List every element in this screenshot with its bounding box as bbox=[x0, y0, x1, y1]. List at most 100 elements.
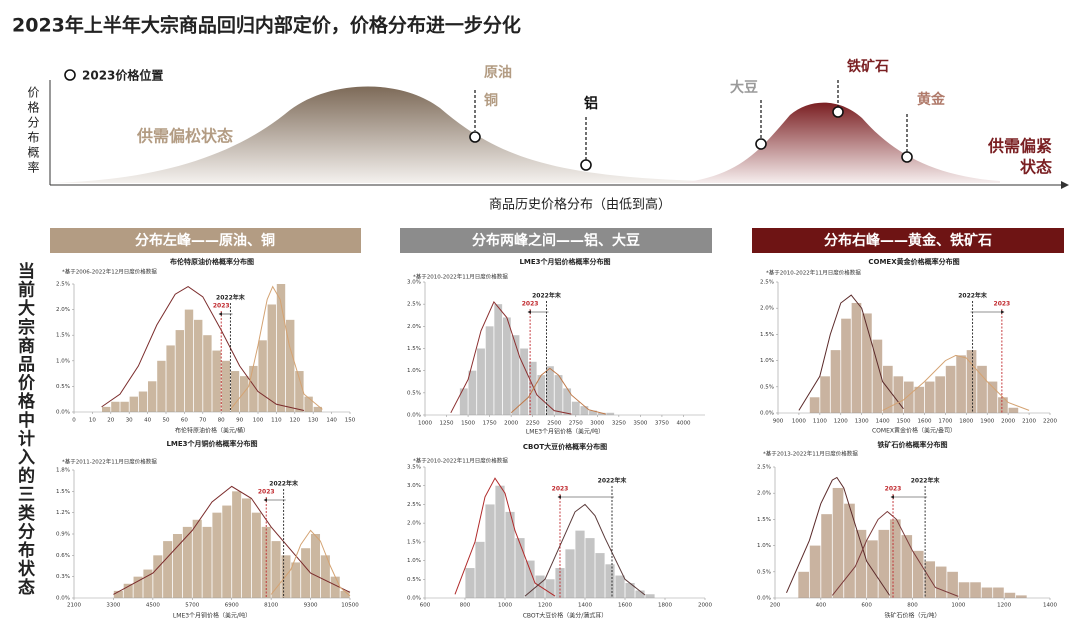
histogram-bar bbox=[606, 412, 615, 415]
histogram-bar bbox=[563, 388, 572, 415]
histogram-bar bbox=[143, 569, 153, 598]
x-tick-label: 0 bbox=[72, 418, 76, 424]
fitted-curve bbox=[230, 285, 323, 410]
y-tick-label: 2.0% bbox=[56, 307, 70, 313]
histogram-bar bbox=[545, 579, 555, 598]
x-tick-label: 2250 bbox=[526, 421, 540, 427]
chart-title: 铁矿石价格概率分布图 bbox=[878, 440, 948, 449]
histogram-bar bbox=[893, 376, 904, 413]
fitted-curve bbox=[798, 294, 904, 411]
price-position bbox=[755, 138, 767, 150]
histogram-bar bbox=[956, 355, 966, 413]
histogram-bar bbox=[901, 535, 913, 598]
marker-label: 2022年末 bbox=[532, 292, 562, 300]
histogram-bar bbox=[878, 529, 890, 598]
histogram-bar bbox=[340, 590, 350, 598]
histogram-bar bbox=[597, 412, 606, 415]
y-tick-label: 3.5% bbox=[407, 465, 421, 471]
x-tick-label: 2100 bbox=[1022, 419, 1036, 425]
histogram-bar bbox=[565, 549, 575, 598]
y-tick-label: 2.0% bbox=[760, 306, 774, 312]
header-text: 分布右峰——黄金、铁矿石 bbox=[824, 232, 992, 249]
x-tick-label: 2100 bbox=[67, 603, 81, 609]
marker-label: 2023 bbox=[522, 301, 539, 308]
histogram-bar bbox=[222, 505, 232, 598]
y-tick-label: 1.2% bbox=[56, 510, 70, 516]
fitted-curve bbox=[270, 529, 351, 597]
x-axis-label: 布伦特原油价格（美元/桶） bbox=[175, 427, 249, 435]
histogram-bar bbox=[281, 555, 291, 598]
histogram-bar bbox=[1016, 595, 1027, 598]
chart-note: *基于2006-2022年12月日度价格数据 bbox=[62, 268, 157, 276]
x-tick-label: 3000 bbox=[590, 421, 604, 427]
histogram-bar bbox=[883, 365, 893, 413]
y-tick-label: 1.5% bbox=[56, 489, 70, 495]
histogram-bar bbox=[310, 534, 321, 598]
marker-label: 2023 bbox=[552, 486, 569, 493]
histogram-bar bbox=[301, 548, 311, 598]
x-tick-label: 100 bbox=[253, 418, 264, 424]
price-position bbox=[469, 131, 481, 143]
page-title: 2023年上半年大宗商品回归内部定价，价格分布进一步分化 bbox=[12, 14, 521, 37]
header-text: 分布左峰——原油、铜 bbox=[135, 232, 275, 249]
marker-label: 2022年末 bbox=[911, 477, 941, 485]
histogram-bar bbox=[261, 526, 271, 598]
x-tick-label: 40 bbox=[144, 418, 151, 424]
x-tick-label: 1400 bbox=[876, 419, 890, 425]
histogram-bar bbox=[821, 514, 832, 598]
histogram-bar bbox=[330, 576, 340, 598]
x-tick-label: 60 bbox=[181, 418, 188, 424]
x-axis-label: LME3个月铝价格（美元/吨） bbox=[526, 428, 604, 436]
x-tick-label: 1800 bbox=[959, 419, 973, 425]
histogram-bar bbox=[203, 335, 212, 412]
y-tick-label: 1.5% bbox=[760, 332, 774, 338]
chart-note: *基于2011-2022年11月日度价格数据 bbox=[62, 458, 157, 466]
histogram-bar bbox=[511, 335, 520, 415]
y-tick-label: 2.0% bbox=[407, 521, 421, 527]
histogram-bar bbox=[172, 534, 183, 598]
x-tick-label: 70 bbox=[199, 418, 206, 424]
y-tick-label: 0.9% bbox=[56, 532, 70, 538]
marker-label: 2023 bbox=[885, 486, 902, 493]
commodity-label: 大豆 bbox=[730, 79, 758, 96]
chart-title: CBOT大豆价格概率分布图 bbox=[523, 442, 607, 451]
x-tick-label: 10 bbox=[89, 418, 96, 424]
histogram-bar bbox=[615, 575, 625, 598]
x-tick-label: 2000 bbox=[1001, 419, 1015, 425]
fitted-curve bbox=[113, 485, 351, 595]
y-tick-label: 0.3% bbox=[56, 574, 70, 580]
x-tick-label: 20 bbox=[107, 418, 114, 424]
chart-note: *基于2010-2022年11月日度价格数据 bbox=[766, 269, 861, 277]
y-tick-label: 0.5% bbox=[407, 577, 421, 583]
header-box bbox=[752, 228, 1064, 253]
x-tick-label: 1400 bbox=[578, 603, 592, 609]
x-tick-label: 1200 bbox=[538, 603, 552, 609]
y-tick-label: 3.0% bbox=[407, 280, 421, 286]
x-tick-label: 1200 bbox=[997, 603, 1011, 609]
y-tick-label: 0.5% bbox=[407, 390, 421, 396]
histogram-bar bbox=[625, 583, 635, 598]
header-box bbox=[50, 228, 361, 253]
histogram-bar bbox=[120, 401, 129, 412]
x-tick-label: 1000 bbox=[951, 603, 965, 609]
histogram-bar bbox=[981, 587, 993, 598]
x-tick-label: 1900 bbox=[980, 419, 994, 425]
commodity-label: 铜 bbox=[484, 92, 498, 109]
x-tick-label: 800 bbox=[907, 603, 918, 609]
x-tick-label: 10500 bbox=[341, 603, 359, 609]
x-tick-label: 1250 bbox=[440, 421, 454, 427]
y-tick-label: 1.0% bbox=[757, 543, 771, 549]
y-tick-label: 2.0% bbox=[757, 491, 771, 497]
commodity-label: 铁矿石 bbox=[847, 58, 889, 75]
x-tick-label: 5700 bbox=[185, 603, 199, 609]
y-tick-label: 1.0% bbox=[407, 558, 421, 564]
histogram-bar bbox=[175, 330, 184, 412]
x-axis-label: COMEX黄金价格（美元/盎司） bbox=[872, 427, 956, 435]
x-tick-label: 3250 bbox=[612, 421, 626, 427]
x-tick-label: 3500 bbox=[633, 421, 647, 427]
histogram-bar bbox=[485, 504, 495, 598]
x-axis-label: CBOT大豆价格（美分/蒲式耳） bbox=[523, 612, 608, 620]
histogram-bar bbox=[111, 401, 120, 412]
fitted-curve bbox=[101, 286, 305, 411]
